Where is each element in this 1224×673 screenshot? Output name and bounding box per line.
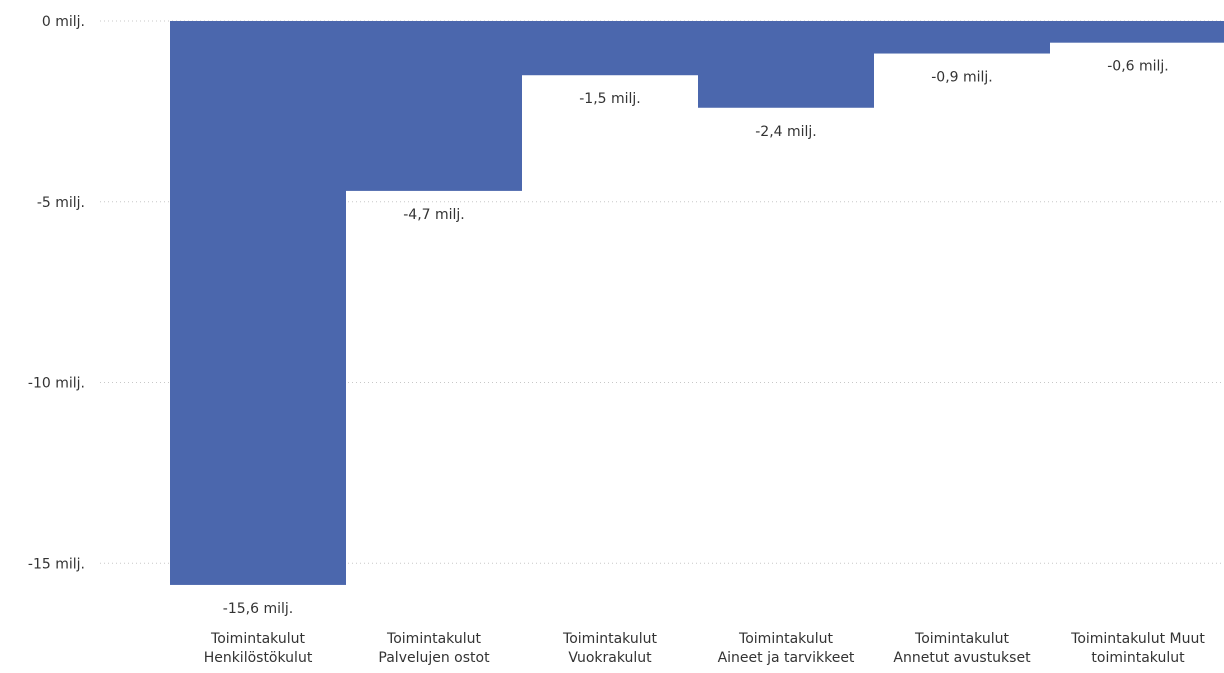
bar[interactable] xyxy=(1050,21,1224,43)
data-label: -2,4 milj. xyxy=(755,124,817,140)
x-tick-label: Toimintakulut xyxy=(914,631,1009,647)
x-tick-label: Toimintakulut Muut xyxy=(1070,631,1205,647)
y-tick-label: -10 milj. xyxy=(28,376,85,392)
bar[interactable] xyxy=(522,21,698,76)
x-tick-label: Annetut avustukset xyxy=(893,650,1031,666)
data-labels: -15,6 milj. -4,7 milj. -1,5 milj. -2,4 milj… xyxy=(223,59,1169,617)
data-label: -0,6 milj. xyxy=(1107,59,1169,75)
data-label: -4,7 milj. xyxy=(403,207,465,223)
bar[interactable] xyxy=(698,21,874,108)
x-tick-label: toimintakulut xyxy=(1091,650,1185,666)
data-label: -0,9 milj. xyxy=(931,70,993,86)
x-tick-label: Aineet ja tarvikkeet xyxy=(718,650,855,666)
bar[interactable] xyxy=(346,21,522,191)
bar[interactable] xyxy=(874,21,1050,54)
x-tick-label: Toimintakulut xyxy=(562,631,657,647)
data-label: -1,5 milj. xyxy=(579,91,641,107)
y-axis-labels: 0 milj. -5 milj. -10 milj. -15 milj. xyxy=(28,14,85,572)
x-tick-label: Vuokrakulut xyxy=(568,650,652,666)
y-tick-label: -15 milj. xyxy=(28,556,85,572)
x-tick-label: Palvelujen ostot xyxy=(378,650,490,666)
bars xyxy=(170,21,1224,585)
data-label: -15,6 milj. xyxy=(223,601,293,617)
x-axis-labels: Toimintakulut Henkilöstökulut Toimintakulu… xyxy=(204,631,1206,666)
bar[interactable] xyxy=(170,21,346,585)
y-tick-label: 0 milj. xyxy=(42,14,85,30)
x-tick-label: Henkilöstökulut xyxy=(204,650,313,666)
y-tick-label: -5 milj. xyxy=(37,195,85,211)
x-tick-label: Toimintakulut xyxy=(738,631,833,647)
x-tick-label: Toimintakulut xyxy=(210,631,305,647)
x-tick-label: Toimintakulut xyxy=(386,631,481,647)
